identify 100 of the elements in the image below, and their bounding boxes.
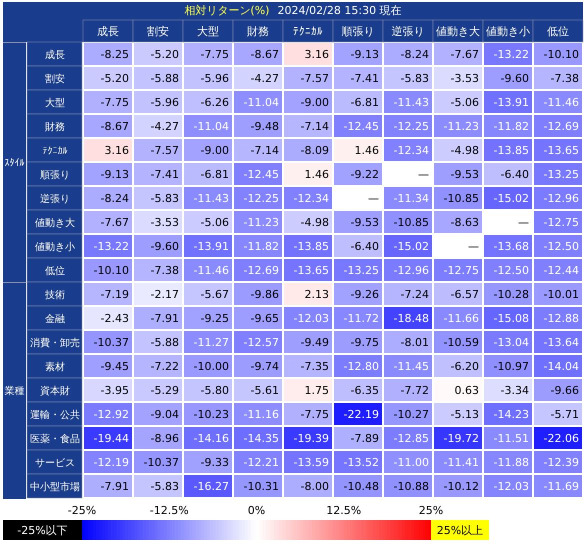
data-label: -5.96 [200, 72, 229, 85]
y-tick-label: 運輸・公共 [30, 409, 80, 421]
data-label: -9.66 [550, 384, 579, 397]
data-label: -9.25 [200, 312, 229, 325]
data-label: -8.67 [250, 48, 279, 61]
data-label: -11.43 [394, 96, 429, 109]
data-label: -6.40 [350, 240, 379, 253]
data-label: -22.19 [344, 408, 379, 421]
data-label: -13.68 [494, 240, 529, 253]
data-label: -7.38 [150, 264, 179, 277]
data-label: -11.34 [394, 192, 429, 205]
data-label: -9.65 [250, 312, 279, 325]
data-label: -9.53 [450, 168, 479, 181]
data-label: 3.16 [104, 144, 129, 157]
data-label: -5.83 [150, 192, 179, 205]
data-label: 1.75 [304, 384, 329, 397]
data-label: -7.19 [100, 288, 129, 301]
data-label: -7.91 [150, 312, 179, 325]
data-label: -11.04 [194, 120, 229, 133]
data-label: -5.88 [150, 72, 179, 85]
data-label: -12.21 [244, 456, 279, 469]
y-tick-label: 財務 [45, 121, 65, 133]
data-label: -6.81 [350, 96, 379, 109]
y-tick-label: 値動き大 [35, 217, 75, 229]
data-label: -11.43 [194, 192, 229, 205]
data-label: -5.83 [400, 72, 429, 85]
data-label: -4.98 [450, 144, 479, 157]
data-label: -6.40 [500, 168, 529, 181]
data-label: -7.14 [250, 144, 279, 157]
data-label: -14.16 [194, 432, 229, 445]
data-label: -9.13 [350, 48, 379, 61]
data-label: -12.80 [344, 360, 379, 373]
data-label: -4.27 [250, 72, 279, 85]
data-label: -7.75 [100, 96, 129, 109]
data-label: -7.75 [200, 48, 229, 61]
data-label: -7.89 [350, 432, 379, 445]
data-label: -16.27 [194, 480, 229, 493]
data-label: -5.71 [550, 408, 579, 421]
color-bar-label: 12.5% [326, 504, 362, 517]
data-label: -11.66 [444, 312, 479, 325]
data-label: -11.41 [444, 456, 479, 469]
data-label: -5.88 [150, 336, 179, 349]
color-bar-label: -12.5% [150, 504, 189, 517]
data-label: -11.82 [494, 120, 529, 133]
data-label: -9.13 [100, 168, 129, 181]
data-label: -7.14 [300, 120, 329, 133]
data-label: -9.00 [300, 96, 329, 109]
data-label: -8.09 [300, 144, 329, 157]
data-label: -7.67 [100, 216, 129, 229]
data-label: -12.92 [94, 408, 129, 421]
data-label: -10.23 [194, 408, 229, 421]
data-label: -12.88 [544, 312, 579, 325]
data-label: -11.23 [244, 216, 279, 229]
data-label: -12.03 [494, 480, 529, 493]
data-label: -12.75 [444, 264, 479, 277]
data-label: -13.22 [94, 240, 129, 253]
y-tick-label: 値動き小 [35, 241, 75, 253]
data-label: -12.96 [544, 192, 579, 205]
data-label: -19.72 [444, 432, 479, 445]
data-label: -7.38 [550, 72, 579, 85]
data-label: -10.37 [144, 456, 179, 469]
color-bar-label: -25% [68, 504, 96, 517]
data-label: -10.48 [344, 480, 379, 493]
data-label: -6.81 [200, 168, 229, 181]
data-label: -3.34 [500, 384, 529, 397]
x-tick-label: 割安 [147, 25, 169, 38]
data-label: 2.13 [304, 288, 329, 301]
data-label: -11.51 [494, 432, 529, 445]
x-tick-label: 値動き小 [486, 25, 530, 38]
x-tick-label: 値動き大 [436, 25, 480, 38]
data-label: -4.27 [150, 120, 179, 133]
y-tick-label: サービス [35, 458, 75, 469]
y-tick-label: 消費・卸売 [30, 337, 80, 349]
data-label: -3.95 [100, 384, 129, 397]
data-label: -7.22 [150, 360, 179, 373]
data-label: -5.67 [200, 288, 229, 301]
data-label: -12.39 [544, 456, 579, 469]
data-label: -12.25 [394, 120, 429, 133]
data-label: -8.00 [300, 480, 329, 493]
data-label: -10.10 [94, 264, 129, 277]
data-label: -5.06 [450, 96, 479, 109]
data-label: -9.00 [200, 144, 229, 157]
data-label: -13.25 [344, 264, 379, 277]
data-label: -22.06 [544, 432, 579, 445]
data-label: -13.64 [544, 336, 579, 349]
y-tick-label: 逆張り [40, 193, 70, 205]
text: ｽﾀｲﾙ [3, 42, 26, 283]
text: — [418, 168, 429, 181]
data-label: -7.67 [450, 48, 479, 61]
data-label: -9.26 [350, 288, 379, 301]
data-label: -9.75 [350, 336, 379, 349]
data-label: -12.69 [244, 264, 279, 277]
data-label: -12.25 [244, 192, 279, 205]
x-tick-label: 逆張り [392, 25, 424, 38]
data-label: -13.85 [294, 240, 329, 253]
data-label: -19.44 [94, 432, 129, 445]
data-label: -10.88 [394, 480, 429, 493]
data-label: -3.53 [450, 72, 479, 85]
data-label: -14.35 [244, 432, 279, 445]
x-tick-label: 成長 [97, 25, 119, 38]
